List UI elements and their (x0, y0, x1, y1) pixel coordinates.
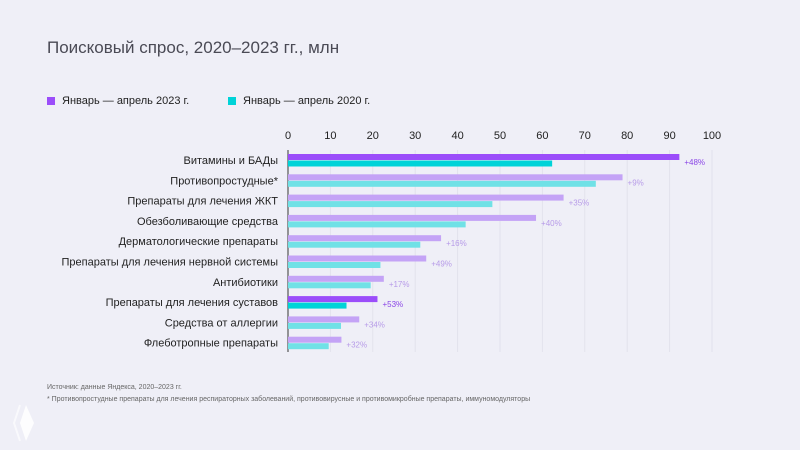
x-tick-label: 0 (285, 130, 291, 142)
bar-2023 (288, 174, 623, 181)
bar-2020 (288, 343, 329, 350)
bar-2020 (288, 201, 493, 208)
x-tick-label: 40 (451, 130, 463, 142)
category-label: Дерматологические препараты (119, 236, 279, 248)
growth-label: +53% (382, 300, 403, 309)
bar-2023 (288, 296, 378, 303)
growth-label: +17% (389, 280, 410, 289)
legend-label-2023: Январь — апрель 2023 г. (62, 95, 190, 107)
bar-2023 (288, 235, 442, 242)
chart-title: Поисковый спрос, 2020–2023 гг., млн (47, 38, 340, 57)
source-note: Источник: данные Яндекса, 2020–2023 гг. (47, 384, 182, 391)
growth-label: +34% (364, 320, 385, 329)
growth-label: +49% (431, 260, 452, 269)
bar-2023 (288, 275, 384, 282)
bar-2020 (288, 180, 596, 187)
bar-2020 (288, 221, 466, 228)
bar-2020 (288, 262, 381, 268)
category-label: Витамины и БАДы (184, 155, 279, 167)
footnote: * Противопростудные препараты для лечени… (47, 396, 531, 403)
x-tick-label: 70 (579, 130, 591, 142)
category-label: Препараты для лечения суставов (106, 297, 279, 309)
x-tick-label: 90 (663, 130, 675, 142)
category-label: Обезболивающие средства (137, 216, 279, 228)
category-label: Противопростудные* (170, 175, 278, 187)
bar-2023 (288, 316, 360, 323)
bar-2023 (288, 154, 680, 160)
growth-label: +32% (346, 341, 367, 350)
growth-label: +48% (684, 158, 705, 167)
growth-label: +9% (628, 178, 644, 187)
legend-swatch-2023 (47, 97, 55, 105)
category-label: Средства от аллергии (165, 317, 278, 329)
category-label: Флеботропные препараты (144, 338, 278, 350)
bar-2023 (288, 194, 564, 201)
bar-2020 (288, 322, 341, 329)
growth-label: +16% (446, 239, 467, 248)
legend-item-2023: Январь — апрель 2023 г. (47, 95, 189, 107)
category-label: Антибиотики (213, 277, 278, 289)
x-tick-label: 60 (536, 130, 548, 142)
category-label: Препараты для лечения нервной системы (61, 257, 278, 269)
legend-label-2020: Январь — апрель 2020 г. (243, 95, 371, 107)
x-tick-label: 50 (494, 130, 506, 142)
x-tick-label: 10 (324, 130, 336, 142)
legend-swatch-2020 (228, 97, 236, 105)
x-tick-label: 20 (367, 130, 379, 142)
category-label: Препараты для лечения ЖКТ (127, 196, 278, 208)
bar-2020 (288, 160, 553, 167)
logo-icon (12, 404, 34, 442)
bar-2023 (288, 255, 427, 262)
legend-item-2020: Январь — апрель 2020 г. (228, 95, 370, 107)
x-tick-label: 30 (409, 130, 421, 142)
bar-2020 (288, 282, 371, 289)
bar-2023 (288, 214, 537, 221)
bar-2020 (288, 302, 347, 309)
bar-2023 (288, 336, 342, 343)
growth-label: +35% (569, 199, 590, 208)
x-tick-label: 100 (703, 130, 721, 142)
bar-2020 (288, 241, 421, 248)
x-tick-label: 80 (621, 130, 633, 142)
growth-label: +40% (541, 219, 562, 228)
